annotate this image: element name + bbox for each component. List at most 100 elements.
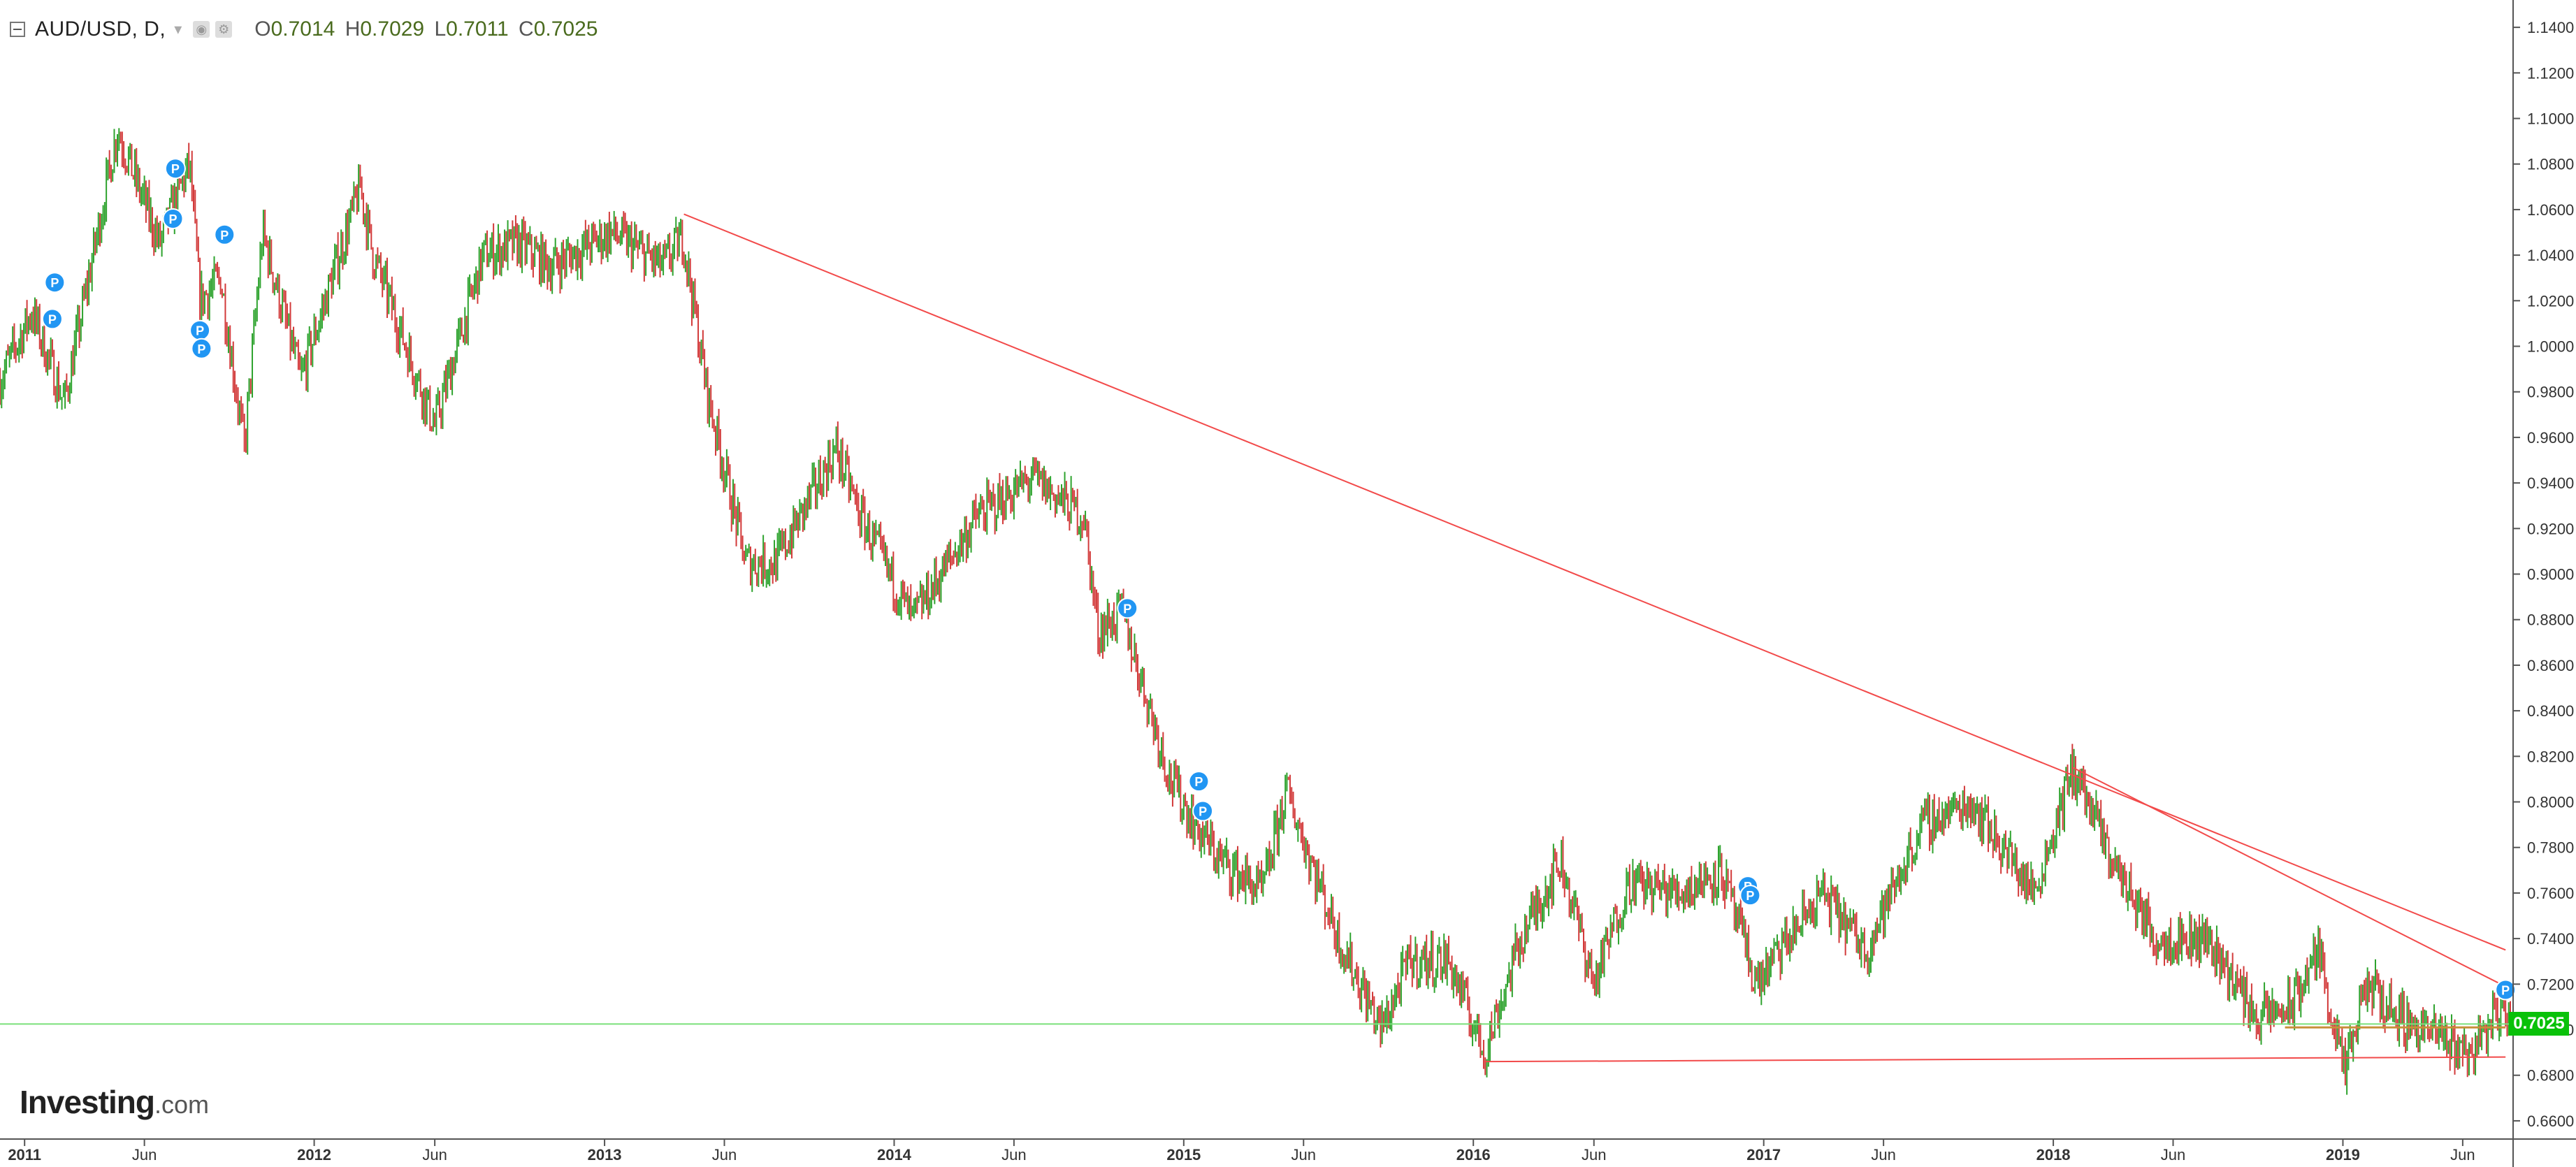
- eye-icon[interactable]: ◉: [193, 21, 210, 38]
- close-value: 0.7025: [533, 17, 598, 41]
- p-marker-icon: P: [2495, 979, 2517, 1001]
- trendline: [683, 213, 2506, 951]
- p-marker-circle: [164, 158, 186, 180]
- time-tick-label: 2015: [1166, 1146, 1201, 1164]
- p-marker-circle: [1188, 771, 1210, 792]
- price-tick-label: 0.9800: [2527, 384, 2574, 401]
- p-marker-icon: P: [1739, 885, 1761, 906]
- last-price-badge: 0.7025: [2509, 1012, 2569, 1036]
- price-tick-label: 0.8000: [2527, 794, 2574, 811]
- price-series: [0, 128, 2511, 1095]
- drawings: [0, 213, 2513, 1063]
- p-marker-circle: [162, 208, 184, 229]
- price-tick-label: 0.7400: [2527, 930, 2574, 948]
- low-value: 0.7011: [446, 17, 509, 41]
- time-tick-label: Jun: [1291, 1146, 1316, 1164]
- price-tick-label: 1.0600: [2527, 201, 2574, 219]
- p-marker-circle: [1192, 800, 1214, 822]
- p-marker-icon: P: [214, 224, 236, 245]
- p-marker-circle: [1739, 885, 1761, 906]
- p-marker-label: P: [171, 162, 180, 176]
- time-tick-label: 2013: [588, 1146, 622, 1164]
- ohlc-values: O0.7014 H0.7029 L0.7011 C0.7025: [254, 17, 602, 41]
- close-label: C: [519, 17, 534, 41]
- time-tick-label: 2014: [877, 1146, 912, 1164]
- price-tick-label: 0.9600: [2527, 429, 2574, 447]
- time-tick-label: 2017: [1746, 1146, 1781, 1164]
- price-tick-label: 0.6800: [2527, 1067, 2574, 1085]
- price-tick-label: 0.8400: [2527, 702, 2574, 720]
- p-marker-circle: [2495, 979, 2517, 1001]
- p-marker-label: P: [220, 229, 229, 242]
- p-marker-icon: P: [189, 319, 211, 341]
- open-value: 0.7014: [270, 17, 335, 41]
- legend: AUD/USD, D, ▾ ◉ ⚙ O0.7014 H0.7029 L0.701…: [10, 15, 602, 43]
- price-tick-label: 1.0800: [2527, 156, 2574, 173]
- price-tick-label: 1.1400: [2527, 19, 2574, 36]
- price-tick-label: 0.9400: [2527, 474, 2574, 492]
- p-marker-circle: [191, 338, 212, 359]
- time-axis[interactable]: 2011 Jun 2012 Jun 2013 Jun 2014 Jun 2015 Jun 2016 J…: [0, 1138, 2576, 1164]
- time-tick-label: 2012: [297, 1146, 331, 1164]
- time-tick-label: 2016: [1456, 1146, 1491, 1164]
- price-tick-label: 0.7600: [2527, 885, 2574, 902]
- time-tick-label: Jun: [132, 1146, 157, 1164]
- price-tick-label: 0.9200: [2527, 520, 2574, 537]
- brand-name: Investing: [20, 1084, 155, 1120]
- p-marker-label: P: [48, 312, 57, 326]
- gear-icon[interactable]: ⚙: [215, 21, 233, 38]
- p-marker-icon: P: [1188, 771, 1210, 792]
- price-axis[interactable]: 0.66000.68000.70000.72000.74000.76000.78…: [2512, 0, 2574, 1167]
- open-label: O: [254, 17, 271, 41]
- p-marker-icon: P: [191, 338, 212, 359]
- price-tick-label: 1.0400: [2527, 247, 2574, 264]
- time-tick-label: Jun: [1001, 1146, 1026, 1164]
- low-label: L: [434, 17, 447, 41]
- p-marker-label: P: [197, 342, 205, 356]
- time-tick-label: 2011: [8, 1146, 41, 1164]
- markers: PPPPPPPPPPPPP: [41, 158, 2517, 1001]
- p-marker-label: P: [168, 212, 177, 226]
- p-marker-icon: P: [164, 158, 186, 180]
- price-tick-label: 0.6600: [2527, 1112, 2574, 1130]
- price-tick-label: 0.8200: [2527, 748, 2574, 765]
- symbol-label[interactable]: AUD/USD, D,: [35, 17, 166, 41]
- price-tick-label: 1.0200: [2527, 292, 2574, 310]
- chevron-down-icon[interactable]: ▾: [174, 20, 182, 38]
- trendline: [2073, 767, 2501, 985]
- p-marker-label: P: [1199, 805, 1207, 819]
- p-marker-circle: [44, 272, 66, 293]
- time-tick-label: Jun: [1871, 1146, 1895, 1164]
- p-marker-icon: P: [162, 208, 184, 229]
- time-tick-label: Jun: [712, 1146, 737, 1164]
- trendline: [1484, 1056, 2506, 1063]
- p-marker-label: P: [196, 324, 204, 338]
- time-tick-label: Jun: [422, 1146, 447, 1164]
- time-tick-label: Jun: [1582, 1146, 1606, 1164]
- p-marker-label: P: [1123, 602, 1131, 616]
- collapse-legend-button[interactable]: [10, 22, 25, 37]
- price-tick-label: 0.7800: [2527, 839, 2574, 857]
- p-marker-icon: P: [41, 308, 63, 330]
- price-tick-label: 0.9000: [2527, 566, 2574, 584]
- high-label: H: [345, 17, 361, 41]
- time-tick-label: Jun: [2450, 1146, 2475, 1164]
- price-tick-label: 1.1200: [2527, 64, 2574, 82]
- p-marker-icon: P: [1192, 800, 1214, 822]
- p-marker-icon: P: [1117, 597, 1138, 619]
- price-tick-label: 1.1000: [2527, 110, 2574, 128]
- price-tick-label: 0.8600: [2527, 657, 2574, 674]
- time-tick-label: Jun: [2161, 1146, 2185, 1164]
- p-marker-label: P: [1194, 775, 1203, 789]
- p-marker-circle: [214, 224, 236, 245]
- p-marker-circle: [1117, 597, 1138, 619]
- p-marker-circle: [41, 308, 63, 330]
- p-marker-label: P: [2501, 983, 2510, 997]
- p-marker-icon: P: [44, 272, 66, 293]
- p-marker-label: P: [1746, 889, 1754, 903]
- price-tick-label: 0.7200: [2527, 976, 2574, 993]
- p-marker-label: P: [50, 276, 59, 290]
- price-tick-label: 0.8800: [2527, 611, 2574, 629]
